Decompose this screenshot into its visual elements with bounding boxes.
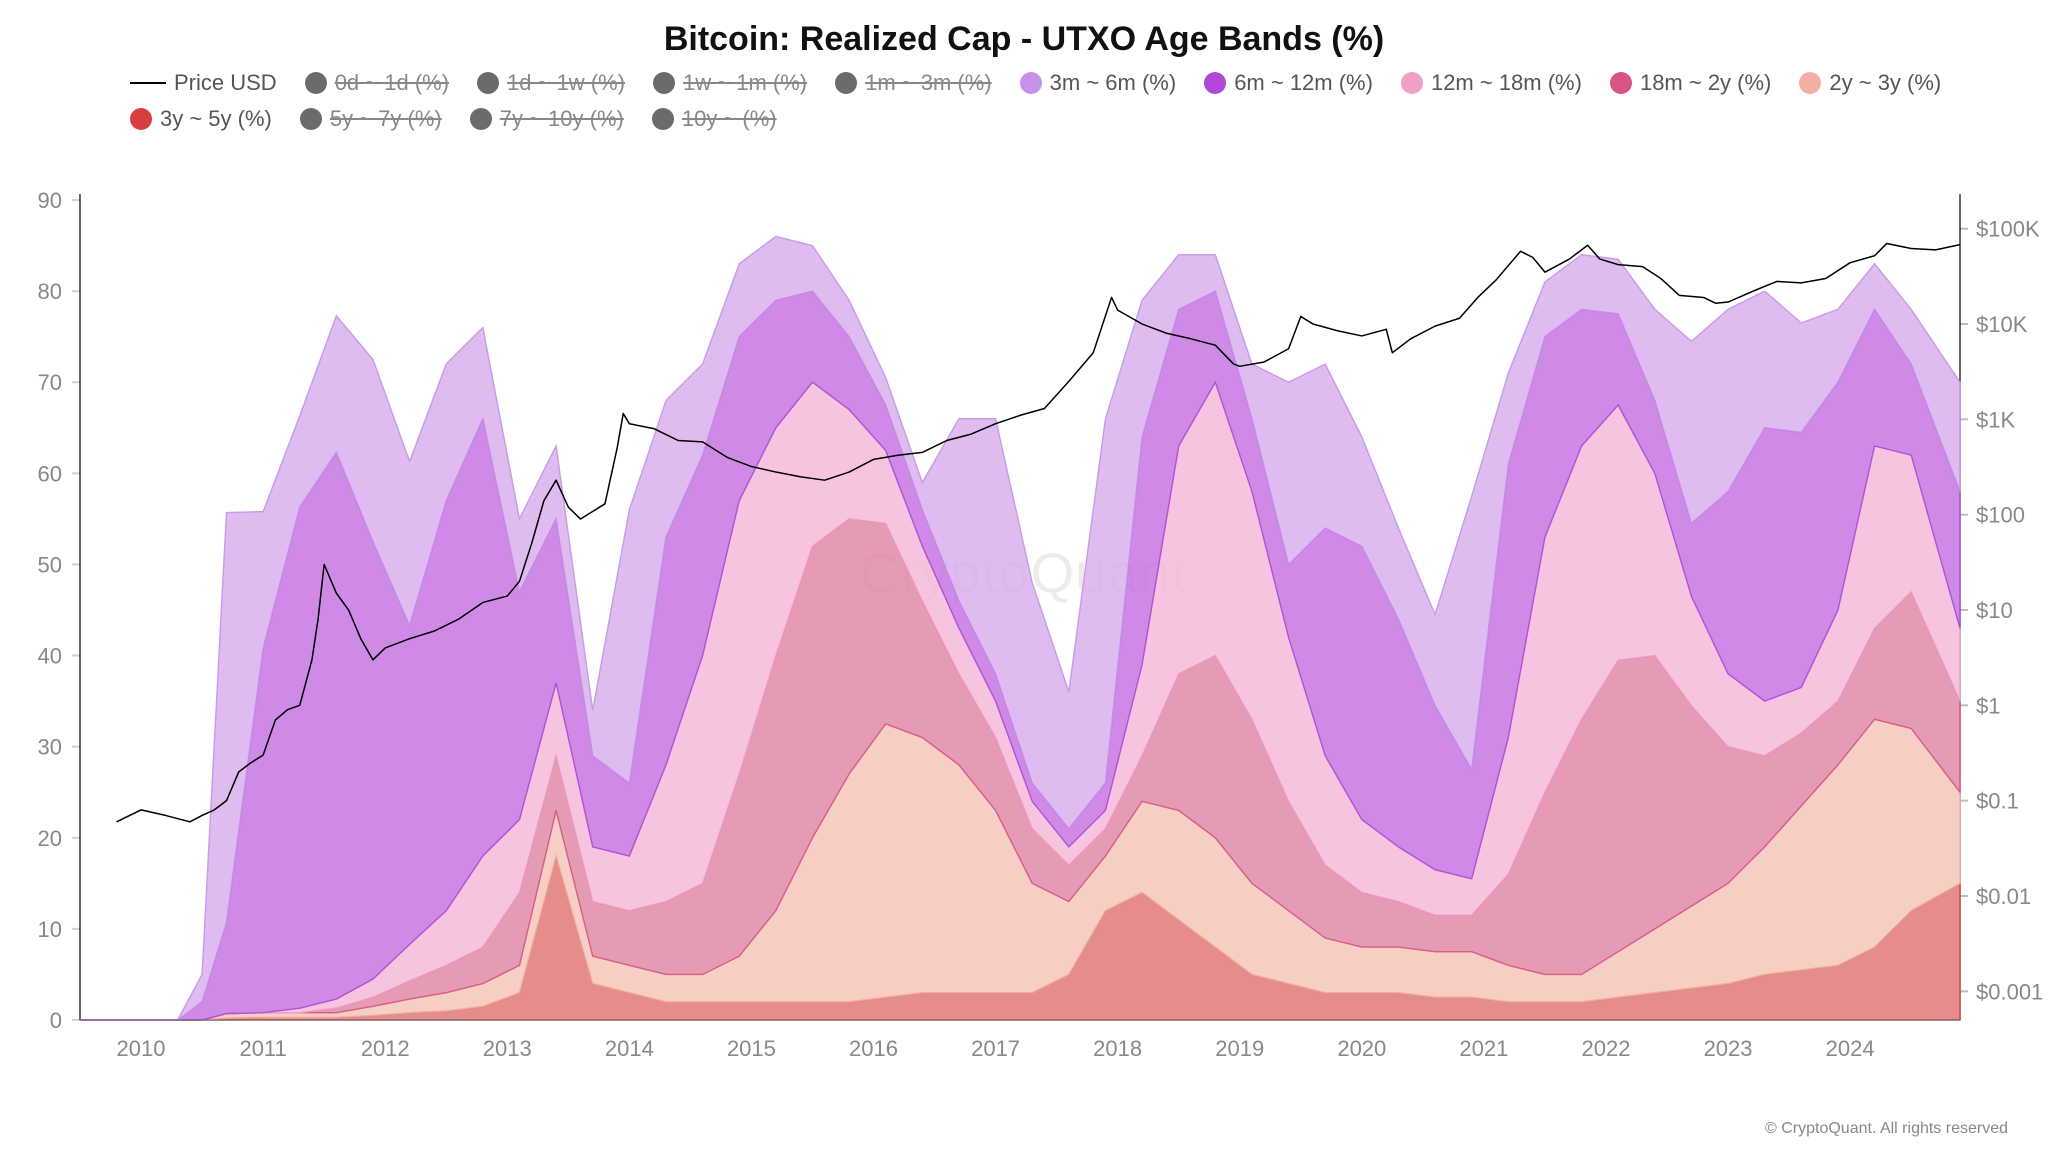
legend-dot-swatch: [305, 72, 327, 94]
legend-label: Price USD: [174, 70, 277, 96]
svg-text:2023: 2023: [1704, 1036, 1753, 1061]
svg-text:2016: 2016: [849, 1036, 898, 1061]
legend-dot-swatch: [652, 108, 674, 130]
svg-text:$1: $1: [1976, 693, 2000, 718]
legend: Price USD 0d ~ 1d (%) 1d ~ 1w (%) 1w ~ 1m (…: [130, 70, 1998, 132]
legend-item[interactable]: 6m ~ 12m (%): [1204, 70, 1373, 96]
legend-item[interactable]: 2y ~ 3y (%): [1799, 70, 1941, 96]
svg-text:2015: 2015: [727, 1036, 776, 1061]
svg-text:70: 70: [38, 370, 62, 395]
legend-item[interactable]: 1w ~ 1m (%): [653, 70, 807, 96]
legend-label: 0d ~ 1d (%): [335, 70, 449, 96]
legend-dot-swatch: [470, 108, 492, 130]
legend-label: 1d ~ 1w (%): [507, 70, 625, 96]
legend-dot-swatch: [130, 108, 152, 130]
legend-label: 5y ~ 7y (%): [330, 106, 442, 132]
legend-item[interactable]: 12m ~ 18m (%): [1401, 70, 1582, 96]
legend-label: 6m ~ 12m (%): [1234, 70, 1373, 96]
svg-text:20: 20: [38, 826, 62, 851]
svg-text:$10K: $10K: [1976, 312, 2028, 337]
legend-item[interactable]: Price USD: [130, 70, 277, 96]
legend-label: 18m ~ 2y (%): [1640, 70, 1771, 96]
legend-item[interactable]: 1m ~ 3m (%): [835, 70, 992, 96]
legend-item[interactable]: 0d ~ 1d (%): [305, 70, 449, 96]
legend-item[interactable]: 1d ~ 1w (%): [477, 70, 625, 96]
svg-text:2019: 2019: [1215, 1036, 1264, 1061]
legend-dot-swatch: [1610, 72, 1632, 94]
svg-text:$0.01: $0.01: [1976, 884, 2031, 909]
legend-label: 1m ~ 3m (%): [865, 70, 992, 96]
svg-text:30: 30: [38, 735, 62, 760]
svg-text:2021: 2021: [1459, 1036, 1508, 1061]
svg-text:$100: $100: [1976, 503, 2025, 528]
footer-copyright: © CryptoQuant. All rights reserved: [1765, 1120, 2008, 1138]
svg-text:2010: 2010: [117, 1036, 166, 1061]
legend-dot-swatch: [835, 72, 857, 94]
legend-item[interactable]: 5y ~ 7y (%): [300, 106, 442, 132]
legend-dot-swatch: [477, 72, 499, 94]
legend-item[interactable]: 3y ~ 5y (%): [130, 106, 272, 132]
svg-text:$0.001: $0.001: [1976, 979, 2043, 1004]
legend-dot-swatch: [1204, 72, 1226, 94]
legend-item[interactable]: 10y ~ (%): [652, 106, 777, 132]
svg-text:50: 50: [38, 552, 62, 577]
legend-label: 1w ~ 1m (%): [683, 70, 807, 96]
svg-text:$100K: $100K: [1976, 217, 2040, 242]
svg-text:10: 10: [38, 917, 62, 942]
legend-dot-swatch: [1020, 72, 1042, 94]
svg-text:2013: 2013: [483, 1036, 532, 1061]
svg-text:$10: $10: [1976, 598, 2013, 623]
chart-title: Bitcoin: Realized Cap - UTXO Age Bands (…: [0, 20, 2048, 59]
svg-text:2020: 2020: [1337, 1036, 1386, 1061]
svg-text:40: 40: [38, 644, 62, 669]
legend-label: 3m ~ 6m (%): [1050, 70, 1177, 96]
legend-dot-swatch: [300, 108, 322, 130]
svg-text:2017: 2017: [971, 1036, 1020, 1061]
svg-text:2024: 2024: [1826, 1036, 1875, 1061]
svg-text:80: 80: [38, 279, 62, 304]
legend-label: 7y ~ 10y (%): [500, 106, 624, 132]
legend-item[interactable]: 3m ~ 6m (%): [1020, 70, 1177, 96]
svg-text:90: 90: [38, 188, 62, 213]
chart-plot: 0 10 20 30 40 50 60 70 80 90 $0.001 $0.01 $0.1 $1 $10 $…: [0, 170, 2048, 1130]
legend-dot-swatch: [653, 72, 675, 94]
legend-dot-swatch: [1799, 72, 1821, 94]
legend-dot-swatch: [1401, 72, 1423, 94]
legend-line-swatch: [130, 82, 166, 84]
legend-label: 10y ~ (%): [682, 106, 777, 132]
svg-text:2022: 2022: [1581, 1036, 1630, 1061]
svg-text:0: 0: [50, 1008, 62, 1033]
svg-text:2018: 2018: [1093, 1036, 1142, 1061]
legend-label: 2y ~ 3y (%): [1829, 70, 1941, 96]
legend-item[interactable]: 18m ~ 2y (%): [1610, 70, 1771, 96]
svg-text:60: 60: [38, 461, 62, 486]
svg-text:$0.1: $0.1: [1976, 789, 2019, 814]
legend-label: 3y ~ 5y (%): [160, 106, 272, 132]
svg-text:2012: 2012: [361, 1036, 410, 1061]
svg-text:2011: 2011: [239, 1036, 286, 1061]
svg-text:2014: 2014: [605, 1036, 654, 1061]
legend-label: 12m ~ 18m (%): [1431, 70, 1582, 96]
legend-item[interactable]: 7y ~ 10y (%): [470, 106, 624, 132]
svg-text:$1K: $1K: [1976, 407, 2015, 432]
